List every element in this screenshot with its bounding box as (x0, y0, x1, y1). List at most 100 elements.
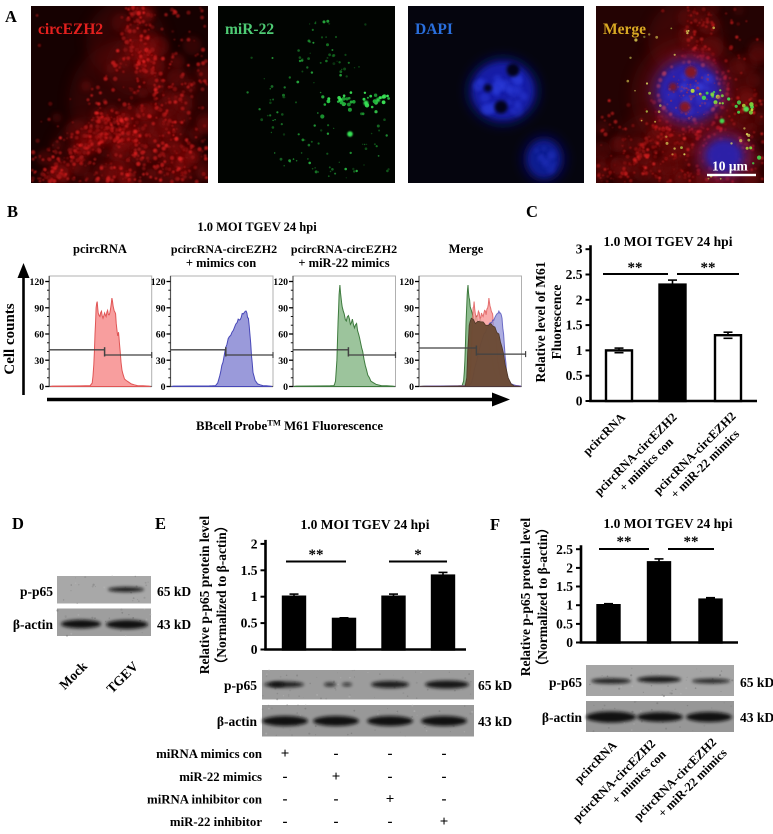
svg-text:**: ** (628, 260, 643, 276)
svg-text:B: B (7, 202, 18, 221)
svg-text:0.5: 0.5 (241, 616, 258, 631)
svg-text:1.0 MOI TGEV 24 hpi: 1.0 MOI TGEV 24 hpi (197, 220, 317, 234)
svg-text:2: 2 (566, 560, 573, 575)
svg-text:+: + (440, 814, 449, 830)
svg-text:Relative p-p65 protein level: Relative p-p65 protein level (197, 516, 212, 675)
svg-text:1.0 MOI TGEV 24 hpi: 1.0 MOI TGEV 24 hpi (301, 517, 430, 532)
svg-text:-: - (283, 814, 288, 830)
svg-text:-: - (388, 814, 393, 830)
svg-text:**: ** (684, 534, 699, 550)
svg-text:pcircRNA: pcircRNA (580, 410, 628, 458)
svg-text:circEZH2: circEZH2 (38, 21, 103, 38)
svg-text:-: - (334, 814, 339, 830)
svg-text:Merge: Merge (449, 242, 484, 256)
svg-text:**: ** (309, 547, 324, 563)
svg-text:3: 3 (576, 242, 583, 257)
svg-text:-: - (388, 746, 393, 762)
svg-text:E: E (155, 514, 166, 533)
svg-text:p-p65: p-p65 (20, 584, 53, 599)
svg-text:-: - (334, 792, 339, 808)
svg-text:43 kD: 43 kD (478, 714, 512, 729)
svg-text:Merge: Merge (603, 21, 646, 38)
svg-text:2.5: 2.5 (556, 542, 573, 557)
svg-text:65 kD: 65 kD (157, 584, 191, 599)
svg-text:120: 120 (151, 277, 166, 288)
svg-text:D: D (12, 514, 24, 533)
svg-text:+ mimics con: + mimics con (186, 256, 256, 270)
svg-text:60: 60 (156, 330, 166, 341)
svg-text:0: 0 (409, 382, 414, 393)
svg-text:120: 120 (399, 277, 414, 288)
svg-text:pcircRNA: pcircRNA (73, 242, 127, 256)
svg-text:2.5: 2.5 (566, 267, 583, 282)
svg-text:10 μm: 10 μm (712, 159, 749, 174)
svg-text:+: + (386, 792, 395, 808)
svg-text:2: 2 (251, 536, 258, 551)
svg-text:30: 30 (156, 356, 166, 367)
svg-text:β-actin: β-actin (217, 714, 258, 729)
svg-text:BBcell ProbeTM M61 Fluorescenc: BBcell ProbeTM M61 Fluorescence (196, 418, 383, 434)
svg-text:120: 120 (29, 277, 44, 288)
svg-text:1.5: 1.5 (566, 318, 583, 333)
svg-text:Relative p-p65 protein level: Relative p-p65 protein level (518, 518, 533, 677)
svg-text:A: A (5, 7, 17, 26)
svg-text:p-p65: p-p65 (224, 678, 257, 693)
svg-text:90: 90 (404, 303, 414, 314)
svg-text:0.5: 0.5 (566, 368, 583, 383)
svg-text:（Normalized to β-actin）: （Normalized to β-actin） (535, 521, 550, 674)
svg-text:DAPI: DAPI (415, 21, 453, 38)
svg-text:-: - (442, 792, 447, 808)
svg-text:miR-22: miR-22 (225, 21, 274, 38)
svg-text:0: 0 (576, 394, 583, 409)
svg-text:1.5: 1.5 (556, 579, 573, 594)
svg-text:60: 60 (404, 330, 414, 341)
svg-text:60: 60 (278, 330, 288, 341)
svg-text:β-actin: β-actin (542, 710, 583, 725)
svg-text:**: ** (701, 260, 716, 276)
svg-text:Fluorescence: Fluorescence (549, 285, 564, 360)
svg-text:miRNA mimics con: miRNA mimics con (156, 747, 262, 761)
svg-text:1.0 MOI TGEV 24 hpi: 1.0 MOI TGEV 24 hpi (604, 234, 733, 249)
svg-text:pcircRNA-circEZH2: pcircRNA-circEZH2 (291, 242, 397, 256)
svg-text:0: 0 (283, 382, 288, 393)
svg-text:F: F (490, 515, 500, 534)
svg-text:-: - (283, 769, 288, 785)
svg-text:-: - (334, 746, 339, 762)
svg-text:43 kD: 43 kD (157, 617, 191, 632)
svg-text:p-p65: p-p65 (549, 675, 582, 690)
svg-text:65 kD: 65 kD (478, 678, 512, 693)
svg-text:+: + (281, 746, 290, 762)
svg-text:1.5: 1.5 (241, 563, 258, 578)
svg-text:30: 30 (278, 356, 288, 367)
svg-text:miR-22 mimics: miR-22 mimics (179, 770, 262, 784)
svg-text:-: - (283, 792, 288, 808)
svg-text:Cell counts: Cell counts (2, 303, 18, 374)
svg-text:120: 120 (273, 277, 288, 288)
svg-text:β-actin: β-actin (13, 617, 54, 632)
svg-text:pcircRNA-circEZH2: pcircRNA-circEZH2 (171, 242, 277, 256)
svg-text:TGEV: TGEV (103, 658, 141, 696)
svg-text:Mock: Mock (56, 658, 90, 692)
svg-text:30: 30 (404, 356, 414, 367)
svg-text:1.0 MOI TGEV 24 hpi: 1.0 MOI TGEV 24 hpi (604, 516, 733, 531)
svg-text:90: 90 (34, 303, 44, 314)
svg-text:0: 0 (566, 635, 573, 650)
svg-text:0: 0 (39, 382, 44, 393)
svg-text:65 kD: 65 kD (740, 675, 773, 690)
svg-text:90: 90 (156, 303, 166, 314)
svg-text:60: 60 (34, 330, 44, 341)
svg-text:30: 30 (34, 356, 44, 367)
svg-text:2: 2 (576, 292, 583, 307)
svg-text:-: - (442, 769, 447, 785)
svg-text:-: - (442, 746, 447, 762)
svg-text:0: 0 (251, 642, 258, 657)
svg-text:43 kD: 43 kD (740, 710, 773, 725)
svg-text:1: 1 (566, 598, 573, 613)
svg-text:Relative level of M61: Relative level of M61 (533, 261, 548, 382)
svg-text:90: 90 (278, 303, 288, 314)
svg-text:1: 1 (576, 343, 583, 358)
svg-text:-: - (388, 769, 393, 785)
svg-text:+ miR-22 mimics: + miR-22 mimics (298, 256, 389, 270)
svg-text:1: 1 (251, 589, 258, 604)
svg-text:miRNA inhibitor con: miRNA inhibitor con (147, 793, 262, 807)
